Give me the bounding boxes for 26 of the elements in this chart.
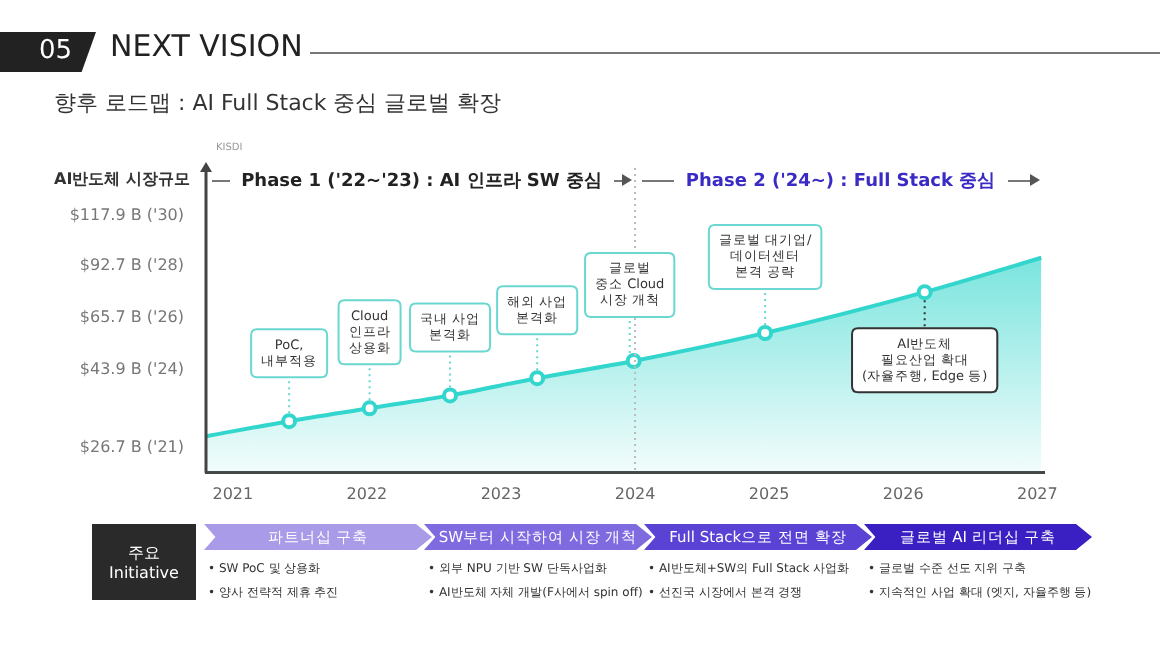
x-tick-label: 2023 [480,484,522,503]
section-badge: 05 [0,32,96,72]
text: $117.9 B ('30) [69,206,184,224]
y-axis-title: AI반도체 시장규모 [54,170,190,189]
text: $26.7 B ('21) [79,438,184,456]
x-tick-label: 2025 [748,484,790,503]
text: $43.9 B ('24) [79,360,184,378]
point [361,400,378,417]
text: 주요 Initiative [92,524,196,600]
text: Phase 1 ('22~'23) : AI 인프라 SW 중심 [241,169,602,193]
point [916,284,933,301]
x-tick-label: 2022 [346,484,388,503]
point [529,370,546,387]
point [757,325,774,342]
text: Phase 2 ('24~) : Full Stack 중심 [685,169,996,193]
point [625,352,642,369]
text: $65.7 B ('26) [79,308,184,326]
chart-title: NEXT VISION [110,28,303,64]
x-tick-label: 2021 [212,484,254,503]
x-tick-label: 2027 [1016,484,1058,503]
chart-subtitle: 향후 로드맵 : AI Full Stack 중심 글로벌 확장 [54,88,502,118]
x-tick-label: 2024 [614,484,656,503]
point [281,413,298,430]
x-tick-label: 2026 [882,484,924,503]
point [442,387,459,404]
text: $92.7 B ('28) [79,256,184,274]
